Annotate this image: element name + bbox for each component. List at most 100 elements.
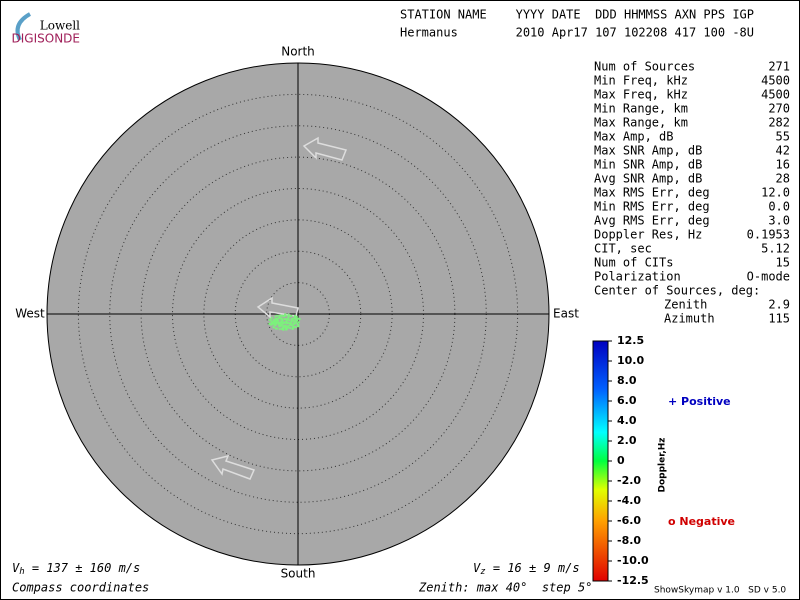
stat-label: Min Freq, kHz	[594, 74, 688, 88]
stat-value: 3.0	[768, 214, 790, 228]
source-dot	[275, 320, 278, 323]
source-dot	[282, 315, 285, 318]
source-dot	[296, 323, 299, 326]
source-dot	[289, 326, 292, 329]
colorbar-label: 4.0	[617, 414, 637, 427]
source-dot	[292, 319, 295, 322]
source-dot	[283, 318, 286, 321]
source-dot	[280, 320, 283, 323]
source-dot	[295, 317, 298, 320]
source-dot	[268, 318, 271, 321]
stat-value: 282	[768, 116, 790, 130]
source-dot	[272, 322, 275, 325]
stat-label: CIT, sec	[594, 242, 652, 256]
version: ShowSkymap v 1.0 SD v 5.0	[654, 586, 786, 596]
source-dot	[282, 325, 285, 328]
colorbar-label: 10.0	[617, 354, 644, 367]
center-value: 115	[768, 312, 790, 326]
stat-label: Center of Sources, deg:	[594, 284, 760, 298]
source-dot	[286, 325, 289, 328]
source-dot	[282, 328, 285, 331]
source-dot	[287, 325, 290, 328]
source-dot	[285, 327, 288, 330]
stat-label: Polarization	[594, 270, 681, 284]
stat-label: Min Range, km	[594, 102, 688, 116]
source-dot	[296, 319, 299, 322]
stat-value: 15	[776, 256, 790, 270]
stat-value: 5.12	[761, 242, 790, 256]
stat-label: Num of Sources	[594, 60, 695, 74]
source-dot	[277, 319, 280, 322]
logo-top: Lowell	[40, 19, 80, 33]
colorbar-label: -8.0	[617, 534, 641, 547]
source-dot	[272, 321, 275, 324]
colorbar-label: 2.0	[617, 434, 637, 447]
vh-text: = 137 ± 160 m/s	[25, 561, 141, 575]
source-dot	[280, 327, 283, 330]
source-dot	[279, 325, 282, 328]
source-dot	[272, 326, 275, 329]
vh: Vh = 137 ± 160 m/s	[12, 561, 140, 577]
source-dot	[281, 318, 284, 321]
source-dot	[281, 327, 284, 330]
colorbar-label: 8.0	[617, 374, 637, 387]
source-dot	[298, 318, 301, 321]
logo-bottom: DIGISONDE	[12, 32, 80, 46]
colorbar-label: 0	[617, 454, 625, 467]
source-dot	[297, 321, 300, 324]
stat-value: 0.1953	[747, 228, 790, 242]
stat-value: 271	[768, 60, 790, 74]
stat-label: Max SNR Amp, dB	[594, 144, 702, 158]
source-dot	[274, 322, 277, 325]
source-dot	[269, 323, 272, 326]
source-dot	[291, 324, 294, 327]
source-dot	[272, 320, 275, 323]
stat-label: Avg SNR Amp, dB	[594, 172, 702, 186]
colorbar-label: 12.5	[617, 334, 644, 347]
stat-value: 42	[776, 144, 790, 158]
source-dot	[290, 322, 293, 325]
header-line: STATION NAME YYYY DATE DDD HHMMSS AXN PP…	[400, 8, 754, 22]
stat-label: Max Freq, kHz	[594, 88, 688, 102]
source-dot	[277, 321, 280, 324]
source-dot	[295, 326, 298, 329]
colorbar	[592, 340, 609, 582]
source-dot	[288, 319, 291, 322]
source-dot	[276, 314, 279, 317]
stat-value: 4500	[761, 88, 790, 102]
logo-swoosh	[15, 12, 32, 41]
source-dot	[272, 318, 275, 321]
source-dot	[281, 323, 284, 326]
source-dot	[278, 316, 281, 319]
colorbar-label: -10.0	[617, 554, 649, 567]
colorbar-label: -4.0	[617, 494, 641, 507]
source-dot	[280, 317, 283, 320]
stat-label: Max RMS Err, deg	[594, 186, 710, 200]
source-dot	[268, 322, 271, 325]
source-dot	[292, 326, 295, 329]
source-dot	[275, 321, 278, 324]
vz-symbol: V	[473, 561, 481, 575]
source-dot	[274, 315, 277, 318]
coords-note: Compass coordinates	[12, 581, 149, 595]
colorbar-label: -6.0	[617, 514, 641, 527]
source-dot	[287, 322, 290, 325]
source-dot	[290, 314, 293, 317]
source-dot	[293, 322, 296, 325]
legend-negative: o Negative	[668, 515, 735, 528]
stat-label: Max Range, km	[594, 116, 688, 130]
sources	[268, 313, 301, 331]
center-label: Zenith	[664, 298, 707, 312]
compass-label: North	[281, 45, 315, 59]
stat-value: O-mode	[747, 270, 790, 284]
source-dot	[287, 314, 290, 317]
source-dot	[297, 317, 300, 320]
header-line: Hermanus 2010 Apr17 107 102208 417 100 -…	[400, 26, 754, 40]
source-dot	[295, 319, 298, 322]
source-dot	[290, 321, 293, 324]
stat-label: Min RMS Err, deg	[594, 200, 710, 214]
compass-label: West	[15, 307, 45, 321]
source-dot	[278, 325, 281, 328]
vh-symbol: V	[12, 561, 20, 575]
source-dot	[284, 321, 287, 324]
